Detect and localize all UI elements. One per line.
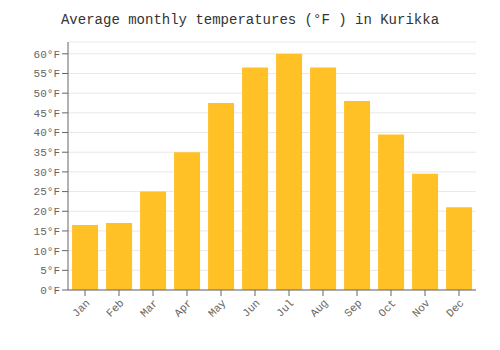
svg-text:May: May bbox=[206, 297, 229, 320]
svg-text:35°F: 35°F bbox=[34, 147, 60, 159]
svg-text:15°F: 15°F bbox=[34, 226, 60, 238]
svg-text:40°F: 40°F bbox=[34, 127, 60, 139]
svg-text:Jul: Jul bbox=[274, 297, 296, 319]
svg-text:Mar: Mar bbox=[138, 297, 160, 319]
svg-text:Feb: Feb bbox=[104, 297, 126, 319]
svg-text:Oct: Oct bbox=[376, 297, 398, 319]
svg-text:60°F: 60°F bbox=[34, 49, 60, 61]
svg-text:Jun: Jun bbox=[240, 297, 262, 319]
svg-text:Dec: Dec bbox=[444, 297, 466, 319]
svg-text:0°F: 0°F bbox=[40, 285, 60, 297]
svg-text:Sep: Sep bbox=[342, 297, 364, 319]
svg-text:50°F: 50°F bbox=[34, 88, 60, 100]
svg-text:20°F: 20°F bbox=[34, 206, 60, 218]
svg-text:45°F: 45°F bbox=[34, 108, 60, 120]
svg-text:25°F: 25°F bbox=[34, 186, 60, 198]
svg-text:10°F: 10°F bbox=[34, 246, 60, 258]
svg-text:30°F: 30°F bbox=[34, 167, 60, 179]
svg-text:55°F: 55°F bbox=[34, 68, 60, 80]
svg-text:5°F: 5°F bbox=[40, 265, 60, 277]
svg-text:Nov: Nov bbox=[410, 297, 433, 320]
html-text:Average monthly temperatures (: Average monthly temperatures (°F ) in Ku… bbox=[61, 12, 439, 28]
svg-text:Apr: Apr bbox=[172, 297, 194, 319]
svg-text:Jan: Jan bbox=[70, 297, 92, 319]
svg-text:Aug: Aug bbox=[308, 297, 330, 319]
